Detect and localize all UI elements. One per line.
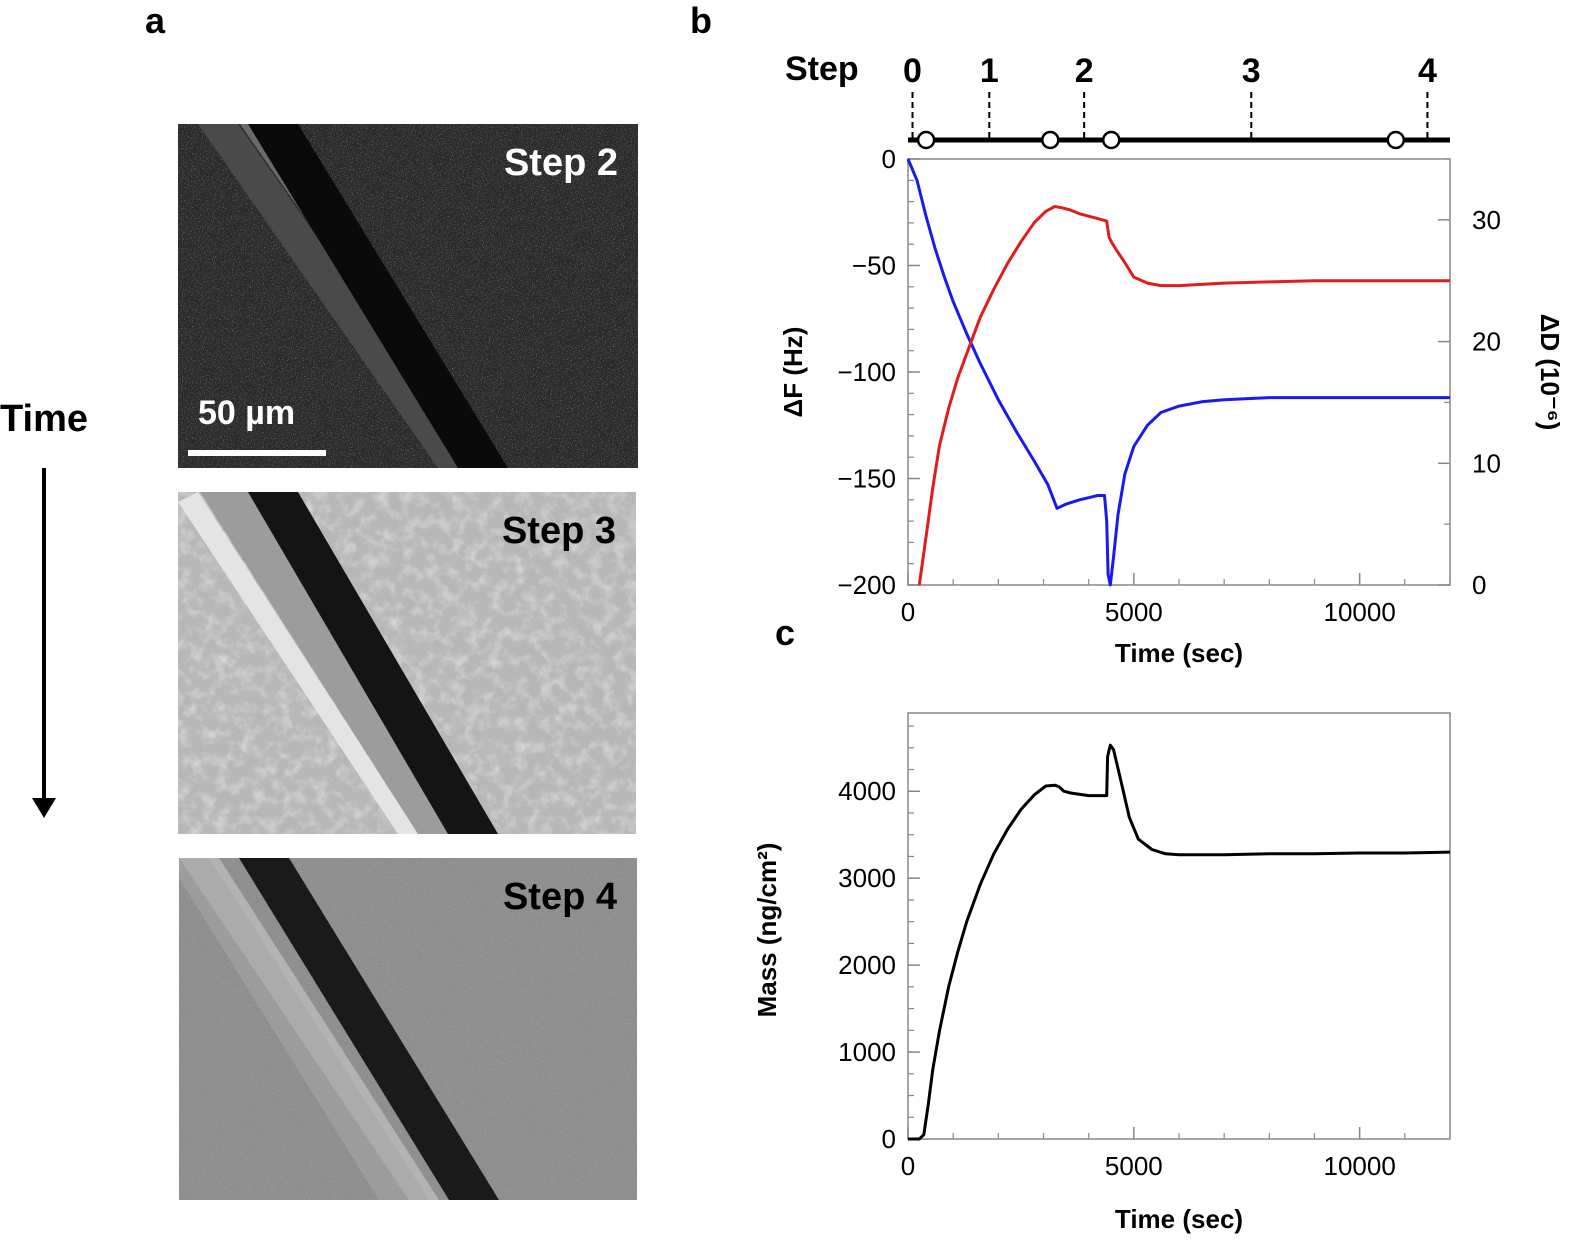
- y-tick-label: 0: [882, 144, 896, 174]
- micrograph-step-2: Step 2 50 µm: [178, 124, 638, 468]
- series-line-1: [917, 205, 1450, 586]
- y-tick-label: 2000: [838, 950, 896, 980]
- micrograph-label: Step 3: [501, 510, 616, 552]
- step-axis-label: Step: [785, 50, 859, 88]
- y-right-tick-label: 10: [1472, 448, 1501, 478]
- chart-c-ylabel: Mass (ng/cm²): [752, 843, 782, 1018]
- y-tick-label: −150: [837, 464, 896, 494]
- micrograph-label: Step 2: [503, 142, 618, 184]
- step-label: 4: [1418, 52, 1437, 90]
- y-tick-label: −50: [852, 251, 896, 281]
- x-tick-label: 0: [901, 1151, 915, 1181]
- x-tick-label: 5000: [1105, 597, 1163, 627]
- chart-c-xlabel: Time (sec): [1115, 1204, 1243, 1234]
- time-label: Time: [0, 398, 89, 440]
- chart-b-ylabel-right: ΔD (10⁻⁶): [1535, 314, 1565, 431]
- step-marker: [1386, 130, 1406, 150]
- panel-label-a: a: [145, 0, 166, 41]
- x-tick-label: 10000: [1324, 1151, 1396, 1181]
- y-tick-label: −200: [837, 570, 896, 600]
- y-right-tick-label: 20: [1472, 327, 1501, 357]
- x-tick-label: 5000: [1105, 1151, 1163, 1181]
- step-label: 3: [1242, 52, 1261, 90]
- time-arrow-icon: [32, 468, 56, 818]
- y-tick-label: −100: [837, 357, 896, 387]
- step-marker: [1041, 130, 1060, 150]
- chart-b-xlabel: Time (sec): [1115, 638, 1243, 668]
- y-right-tick-label: 30: [1472, 205, 1501, 235]
- step-label: 1: [980, 52, 999, 90]
- step-marker: [1102, 130, 1121, 150]
- y-tick-label: 0: [882, 1124, 896, 1154]
- y-tick-label: 4000: [838, 776, 896, 806]
- series-line-0: [908, 743, 1451, 1141]
- series-line-0: [906, 158, 1450, 587]
- micrograph-step-3: Step 3: [178, 492, 636, 834]
- chart-c-frame: [907, 712, 1451, 1140]
- panel-label-b: b: [690, 0, 712, 41]
- y-right-tick-label: 0: [1472, 570, 1486, 600]
- micrograph-step-4: Step 4: [179, 858, 637, 1200]
- panel-label-c: c: [775, 612, 796, 653]
- step-label: 2: [1075, 52, 1094, 90]
- x-tick-label: 0: [901, 597, 915, 627]
- chart-b-frame: [907, 158, 1451, 586]
- scale-bar: [188, 450, 326, 456]
- step-label: 0: [903, 52, 922, 90]
- x-tick-label: 10000: [1324, 597, 1396, 627]
- y-tick-label: 1000: [838, 1037, 896, 1067]
- y-tick-label: 3000: [838, 863, 896, 893]
- scale-bar-label: 50 µm: [198, 394, 296, 432]
- micrograph-label: Step 4: [502, 876, 617, 918]
- step-marker: [916, 130, 936, 150]
- chart-b-ylabel: ΔF (Hz): [778, 327, 808, 418]
